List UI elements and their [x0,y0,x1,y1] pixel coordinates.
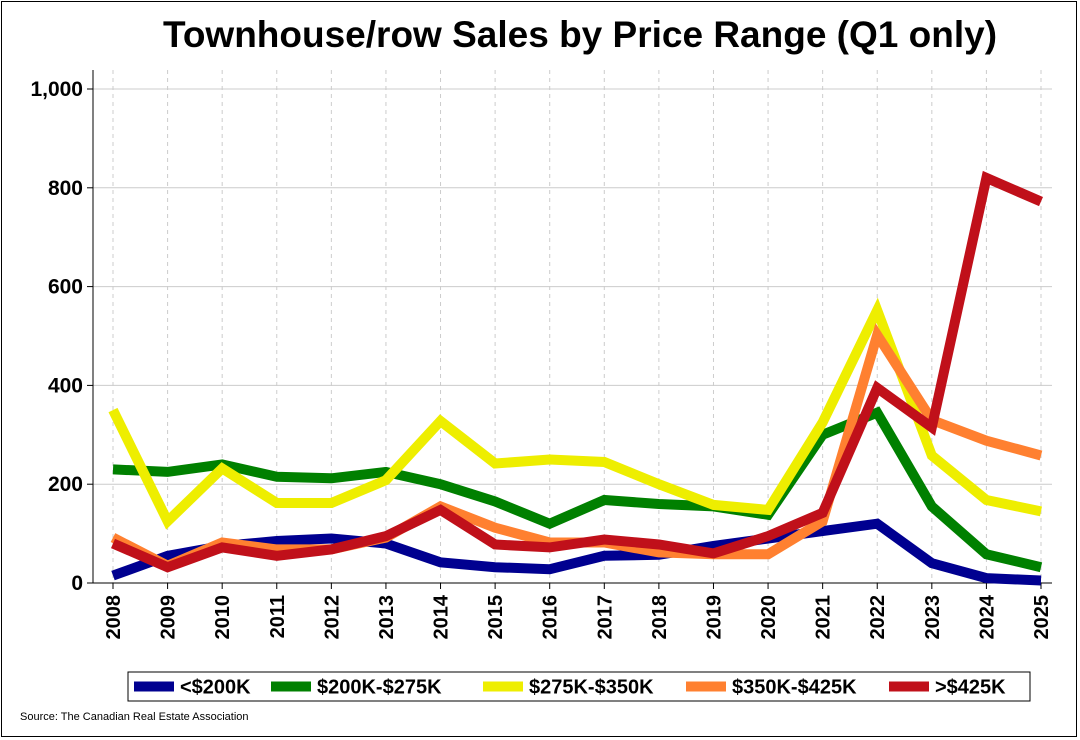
y-tick-label: 800 [48,177,83,200]
y-tick-label: 600 [48,276,83,299]
x-tick-label: 2022 [867,595,889,640]
x-tick-label: 2017 [594,595,616,640]
x-tick-label: 2014 [431,594,453,639]
x-tick-label: 2021 [813,595,835,640]
legend-label: <$200K [180,677,251,699]
x-tick-label: 2019 [703,595,725,640]
axis-layer: 0 200 400 600 800 1,000 2008 2009 2010 2011 2012 20… [30,70,1053,640]
x-tick-label: 2008 [103,595,125,640]
x-tick-label: 2016 [540,595,562,640]
x-tick-label: 2013 [376,595,398,640]
y-tick-label: 0 [71,572,83,595]
grid-layer [93,70,1052,583]
y-tick-label: 200 [48,473,83,496]
series-line-2 [112,406,1043,573]
x-tick-label: 2023 [922,595,944,640]
legend-label: $350K-$425K [732,677,857,699]
legend-label: $275K-$350K [529,677,654,699]
series-line-5 [111,170,1043,573]
x-tick-label: 2009 [158,595,180,640]
series-line-3 [108,297,1043,530]
source-note: Source: The Canadian Real Estate Associa… [20,711,249,723]
y-tick-label: 400 [48,374,83,397]
x-tick-label: 2024 [976,594,998,639]
legend-label: $200K-$275K [317,677,442,699]
x-tick-label: 2012 [321,595,343,640]
x-tick-label: 2010 [212,595,234,640]
x-tick-label: 2018 [649,595,671,640]
legend: <$200K $200K-$275K $275K-$350K $350K-$425K >… [127,671,1031,702]
chart-title: Townhouse/row Sales by Price Range (Q1 o… [162,14,998,55]
y-tick-label: 1,000 [30,78,83,101]
legend-label: >$425K [935,677,1006,699]
x-tick-label: 2011 [267,595,289,638]
series-layer [108,170,1043,586]
x-tick-label: 2020 [758,595,780,640]
series-line-1 [111,518,1042,586]
x-tick-label: 2015 [485,595,507,640]
x-tick-label: 2025 [1031,595,1053,640]
